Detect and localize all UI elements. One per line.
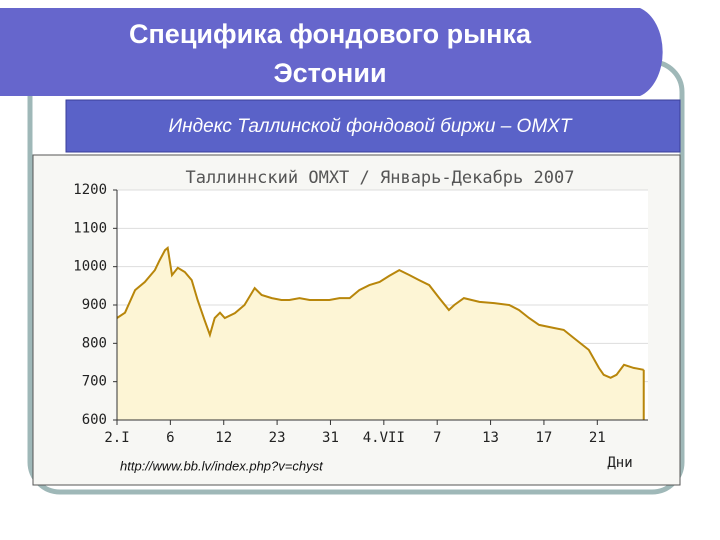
- x-tick-label: 21: [589, 430, 606, 446]
- area-fill: [117, 247, 644, 420]
- x-tick-label: 6: [166, 430, 174, 446]
- title-line: Эстонии: [273, 58, 386, 88]
- y-tick-label: 1200: [73, 182, 107, 198]
- x-tick-label: 13: [482, 430, 499, 446]
- title-line: Специфика фондового рынка: [129, 19, 532, 49]
- x-tick-label: 2.I: [104, 430, 129, 446]
- y-tick-label: 900: [82, 297, 107, 313]
- x-tick-label: 12: [215, 430, 232, 446]
- source: http://www.bb.lv/index.php?v=chyst: [120, 458, 324, 473]
- y-tick-label: 1100: [73, 220, 107, 236]
- y-tick-label: 800: [82, 335, 107, 351]
- y-tick-label: 1000: [73, 259, 107, 275]
- y-tick-label: 600: [82, 412, 107, 428]
- line: [116, 245, 644, 379]
- subtitle-box: [65, 99, 681, 153]
- x-tick-label: 31: [322, 430, 339, 446]
- x-axis-label: Дни: [607, 455, 632, 471]
- x-tick-label: 23: [269, 430, 286, 446]
- x-tick-label: 17: [536, 430, 553, 446]
- x-tick-label: 7: [433, 430, 441, 446]
- x-tick-label: 4.VII: [363, 430, 405, 446]
- chart-title: Таллиннский OMXT / Январь-Декабрь 2007: [186, 168, 575, 188]
- y-tick-label: 700: [82, 374, 107, 390]
- title-box: [0, 8, 663, 96]
- subtitle: Индекс Таллинской фондовой биржи – OMXT: [169, 116, 573, 137]
